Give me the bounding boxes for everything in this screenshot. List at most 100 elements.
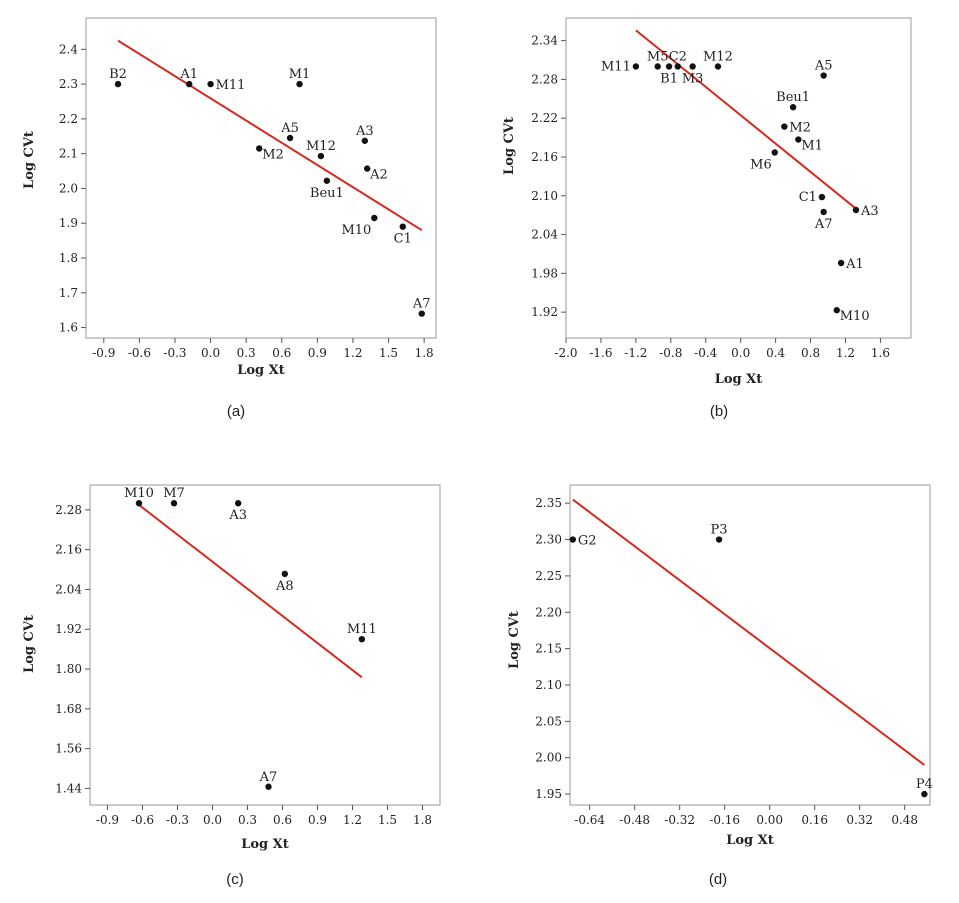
panel-d: -0.64 -0.48 -0.32 -0.16 0.00 0.16 0.32 0.48 1.95… bbox=[507, 484, 933, 888]
x-tick-label: 0.3 bbox=[237, 346, 256, 360]
x-tick-label: -0.9 bbox=[96, 813, 119, 827]
y-tick-label: 2.2 bbox=[59, 112, 78, 126]
plot-frame bbox=[85, 17, 437, 339]
data-point bbox=[281, 570, 289, 578]
x-tick-label: 0.6 bbox=[272, 346, 291, 360]
point-label: A7 bbox=[814, 217, 833, 232]
y-tick-label: 2.1 bbox=[59, 147, 78, 161]
point-label: M12 bbox=[703, 49, 733, 64]
y-axis-label: Log CVt bbox=[22, 615, 37, 673]
y-tick-label: 1.44 bbox=[55, 781, 82, 795]
data-point bbox=[399, 223, 406, 230]
x-tick-label: -0.32 bbox=[664, 813, 695, 827]
plot-frame bbox=[89, 484, 441, 806]
y-tick-label: 2.04 bbox=[55, 582, 82, 596]
y-tick-label: 2.4 bbox=[59, 42, 78, 56]
panel-caption: (b) bbox=[710, 403, 728, 420]
x-tick-label: -1.2 bbox=[624, 346, 647, 360]
point-label: A3 bbox=[860, 204, 879, 219]
x-axis-label: Log Xt bbox=[715, 372, 763, 387]
y-axis-label: Log CVt bbox=[22, 131, 37, 189]
panel-caption: (c) bbox=[226, 871, 244, 888]
point-label: M10 bbox=[124, 486, 154, 501]
point-label: A3 bbox=[355, 124, 374, 139]
point-label: Beu1 bbox=[310, 186, 344, 201]
data-point bbox=[781, 123, 788, 130]
y-tick-label: 1.6 bbox=[59, 321, 78, 335]
x-tick-label: 1.2 bbox=[836, 346, 855, 360]
point-label: A5 bbox=[280, 121, 299, 136]
y-tick-label: 2.10 bbox=[531, 189, 558, 203]
y-axis-label: Log CVt bbox=[507, 611, 522, 669]
x-tick-label: -2.0 bbox=[554, 346, 577, 360]
point-label: C2 bbox=[669, 49, 687, 64]
data-point bbox=[371, 214, 378, 222]
point-label: P4 bbox=[916, 777, 933, 792]
x-tick-label: 0.32 bbox=[846, 813, 873, 827]
plot-frame bbox=[569, 484, 931, 806]
data-point bbox=[689, 63, 696, 70]
point-label: M11 bbox=[347, 622, 377, 637]
x-tick-label: 1.2 bbox=[343, 813, 362, 827]
point-label: M1 bbox=[801, 139, 823, 154]
x-tick-label: -0.8 bbox=[659, 346, 682, 360]
x-tick-label: -0.4 bbox=[694, 346, 718, 360]
point-label: C1 bbox=[394, 232, 412, 247]
data-point bbox=[820, 208, 827, 216]
data-point bbox=[361, 137, 369, 144]
point-label: A2 bbox=[369, 168, 388, 183]
data-point bbox=[207, 80, 214, 88]
y-tick-label: 2.0 bbox=[59, 181, 78, 195]
data-point bbox=[837, 259, 845, 267]
x-tick-label: 1.8 bbox=[413, 813, 432, 827]
y-tick-label: 1.92 bbox=[55, 622, 82, 636]
y-tick-label: 1.56 bbox=[55, 742, 82, 756]
x-axis-label: Log Xt bbox=[726, 833, 774, 848]
data-point bbox=[363, 165, 371, 172]
point-label: A1 bbox=[845, 257, 864, 272]
y-tick-label: 2.00 bbox=[535, 751, 562, 765]
panel-caption: (a) bbox=[227, 403, 245, 420]
point-label: M2 bbox=[789, 121, 811, 136]
y-tick-label: 2.05 bbox=[535, 714, 562, 728]
y-tick-label: 1.95 bbox=[535, 787, 562, 801]
data-point bbox=[818, 193, 826, 201]
point-label: M11 bbox=[601, 59, 631, 74]
regression-line bbox=[635, 29, 857, 210]
point-label: B1 bbox=[660, 71, 678, 86]
y-tick-label: 1.92 bbox=[531, 305, 558, 319]
y-tick-label: 2.25 bbox=[535, 569, 562, 583]
data-point bbox=[569, 536, 577, 543]
point-label: A3 bbox=[228, 508, 247, 523]
y-tick-label: 1.98 bbox=[531, 266, 558, 280]
data-point bbox=[418, 310, 425, 317]
x-tick-label: 0.8 bbox=[801, 346, 820, 360]
x-tick-label: 1.5 bbox=[378, 813, 397, 827]
data-point bbox=[852, 206, 860, 214]
data-point bbox=[256, 145, 263, 152]
data-point bbox=[234, 500, 242, 507]
x-axis-label: Log Xt bbox=[237, 363, 285, 378]
y-tick-label: 1.8 bbox=[59, 251, 78, 265]
point-label: M6 bbox=[750, 157, 772, 172]
x-tick-label: 1.8 bbox=[415, 346, 434, 360]
point-label: B2 bbox=[109, 67, 127, 82]
data-point bbox=[286, 134, 294, 142]
panel-a: -0.9 -0.6 -0.3 0.0 0.3 0.6 0.9 1.2 1.5 1.8 1.6 1.7 1… bbox=[22, 17, 437, 420]
panel-caption: (d) bbox=[709, 871, 727, 888]
point-label: P3 bbox=[711, 523, 728, 538]
point-label: A1 bbox=[179, 67, 198, 82]
plot-frame bbox=[565, 17, 912, 339]
x-tick-label: 0.00 bbox=[756, 813, 783, 827]
x-tick-label: 1.5 bbox=[379, 346, 398, 360]
point-label: M7 bbox=[163, 486, 185, 501]
point-label: G2 bbox=[578, 534, 597, 549]
data-point bbox=[135, 500, 143, 507]
panel-c: -0.9 -0.6 -0.3 0.0 0.3 0.6 0.9 1.2 1.5 1.8 1.44 1.5… bbox=[22, 484, 441, 888]
data-point bbox=[820, 72, 827, 79]
y-tick-label: 1.80 bbox=[55, 662, 82, 676]
data-point bbox=[771, 149, 778, 156]
x-tick-label: -0.48 bbox=[619, 813, 650, 827]
data-point bbox=[654, 63, 661, 70]
